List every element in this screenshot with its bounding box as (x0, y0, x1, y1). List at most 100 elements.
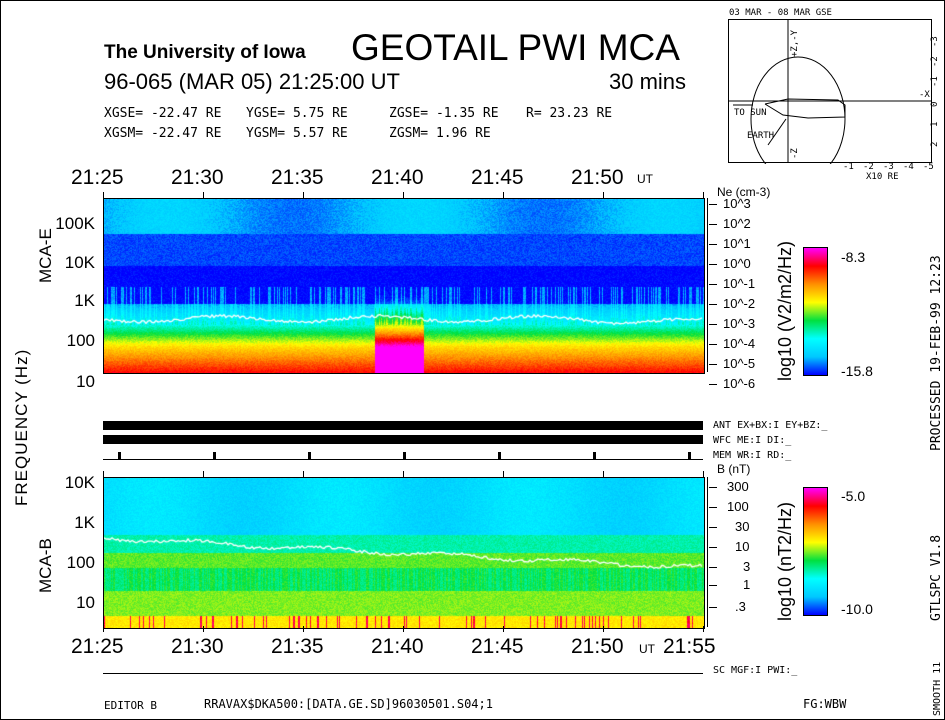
b-tick-label: 100 (727, 499, 749, 514)
bottom-time-label: 21:50 (571, 635, 624, 658)
ygsm: YGSM= 5.57 RE (246, 126, 348, 141)
ne-tick (709, 264, 717, 265)
ne-tick-label: 10^-4 (723, 336, 756, 351)
mem-tick (403, 452, 406, 460)
ne-tick (709, 284, 717, 285)
b-tick-label: 1 (743, 577, 751, 592)
mca-e-freq-label: 100 (66, 331, 95, 350)
b-tick-label: 300 (727, 479, 749, 494)
mem-tick (308, 452, 311, 460)
mca-e-spectrogram (103, 198, 705, 374)
orbit-y-tick: -2 (930, 56, 940, 67)
x-tick (203, 471, 204, 477)
x-tick (603, 471, 604, 477)
orbit-top-axis-label: +Z,-Y (790, 29, 800, 57)
b-tick (709, 527, 717, 528)
bottom-time-label: 21:45 (471, 635, 524, 658)
b-tick (709, 607, 717, 608)
orbit-y-tick: 1 (930, 121, 940, 127)
orbit-x-tick: -3 (883, 162, 894, 172)
bottom-time-label: 21:35 (271, 635, 324, 658)
sc-status-line (103, 673, 703, 674)
b-tick-label: 10 (735, 539, 750, 554)
mca-e-freq-label: 10 (76, 372, 95, 391)
mca-b-freq-label: 1K (74, 513, 95, 532)
orbit-bottom-axis-label: -Z (790, 148, 800, 159)
colorbar-e-label: log10 (V2/m2/Hz) (775, 240, 795, 381)
x-tick (403, 192, 404, 198)
fg-label: FG:WBW (803, 697, 847, 711)
xgse: XGSE= -22.47 RE (104, 106, 222, 121)
colorbar-e (803, 247, 828, 376)
orbit-x-tick: -1 (843, 162, 854, 172)
mca-e-freq-label: 10K (64, 253, 95, 272)
mem-tick (593, 452, 596, 460)
b-tick (709, 507, 717, 508)
ne-tick (709, 344, 717, 345)
colorbar-b (803, 487, 828, 616)
top-time-label: 21:40 (371, 166, 424, 189)
bottom-time-label: 21:25 (71, 635, 124, 658)
orbit-y-tick: 2 (930, 141, 940, 147)
orbit-y-tick: -3 (930, 36, 940, 47)
colorbar-e-max: -8.3 (841, 249, 866, 265)
x-tick (703, 626, 704, 632)
x-tick (603, 192, 604, 198)
top-time-label: 21:35 (271, 166, 324, 189)
orbit-x-tick: -5 (923, 162, 934, 172)
x-tick (203, 192, 204, 198)
orbit-x-tick: -6 (943, 163, 944, 172)
b-axis (707, 477, 708, 627)
x-tick (403, 626, 404, 632)
orbit-x-tick: -4 (903, 162, 914, 172)
b-tick (709, 547, 717, 548)
data-file: RRAVAX$DKA500:[DATA.GE.SD]96030501.S04;1 (204, 697, 493, 711)
bottom-time-label: 21:40 (371, 635, 424, 658)
mca-b-freq-label: 10 (76, 593, 95, 612)
ne-tick-label: 10^1 (723, 236, 751, 251)
smooth: SMOOTH 11 (932, 661, 943, 716)
bottom-ut-label: UT (639, 642, 655, 656)
version: GTLSPC V1.8 (929, 534, 944, 621)
ne-tick-label: 10^-2 (723, 296, 756, 311)
x-tick (603, 626, 604, 632)
b-tick-label: 3 (743, 559, 751, 574)
x-tick (703, 471, 704, 477)
mem-tick (498, 452, 501, 460)
mca-e-freq-label: 100K (55, 214, 95, 233)
frequency-axis-label: FREQUENCY (Hz) (12, 348, 31, 506)
ne-tick-label: 10^-1 (723, 276, 756, 291)
plot-title: GEOTAIL PWI MCA (351, 27, 680, 68)
wfc-status: WFC ME:I DI:_ (713, 435, 792, 446)
top-ut-label: UT (637, 172, 653, 186)
wfc-status-bar (103, 435, 703, 444)
b-tick-label: 30 (735, 519, 750, 534)
ne-axis (707, 198, 708, 372)
ne-tick-label: 10^0 (723, 256, 751, 271)
bottom-time-label: 21:30 (171, 635, 224, 658)
ne-tick (709, 364, 717, 365)
x-tick (503, 626, 504, 632)
orbit-x-tick: -2 (863, 162, 874, 172)
mca-e-freq-label: 1K (74, 291, 95, 310)
ne-tick (709, 384, 717, 385)
mca-b-freq-label: 100 (66, 553, 95, 572)
ne-axis-label: Ne (cm-3) (717, 185, 771, 199)
mem-status: MEM WR:I RD:_ (713, 450, 792, 461)
top-time-label: 21:25 (71, 166, 124, 189)
mem-tick (688, 452, 691, 460)
b-axis-label: B (nT) (717, 462, 751, 476)
x-tick (703, 192, 704, 198)
bottom-time-label: 21:55 (663, 635, 716, 658)
earth-label: EARTH (747, 131, 775, 141)
ne-tick (709, 244, 717, 245)
colorbar-e-min: -15.8 (841, 363, 873, 379)
orbit-y-tick: 0 (930, 101, 940, 107)
editor: EDITOR B (104, 699, 157, 712)
orbit-xlabel: X10 RE (866, 172, 899, 182)
zgse: ZGSE= -1.35 RE (389, 106, 499, 121)
x-tick (303, 626, 304, 632)
ne-tick-label: 10^-3 (723, 316, 756, 331)
mem-tick (118, 452, 121, 460)
x-tick (503, 471, 504, 477)
